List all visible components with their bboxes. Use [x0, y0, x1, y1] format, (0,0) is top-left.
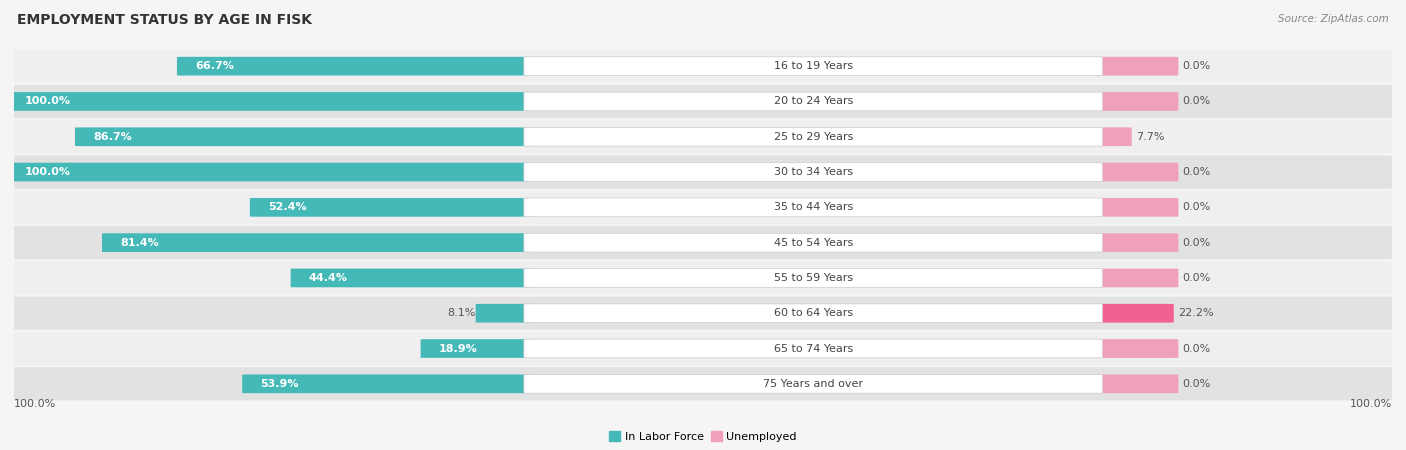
FancyBboxPatch shape: [1095, 374, 1178, 393]
FancyBboxPatch shape: [7, 92, 531, 111]
FancyBboxPatch shape: [7, 155, 1399, 189]
FancyBboxPatch shape: [524, 374, 1102, 393]
Text: 100.0%: 100.0%: [14, 399, 56, 409]
FancyBboxPatch shape: [524, 57, 1102, 76]
FancyBboxPatch shape: [524, 198, 1102, 217]
FancyBboxPatch shape: [242, 374, 531, 393]
Text: 86.7%: 86.7%: [93, 132, 132, 142]
FancyBboxPatch shape: [524, 304, 1102, 323]
FancyBboxPatch shape: [524, 92, 1102, 111]
Text: 0.0%: 0.0%: [1182, 61, 1211, 71]
Text: 30 to 34 Years: 30 to 34 Years: [773, 167, 853, 177]
FancyBboxPatch shape: [524, 269, 1102, 287]
Text: 45 to 54 Years: 45 to 54 Years: [773, 238, 853, 248]
Text: 53.9%: 53.9%: [260, 379, 298, 389]
Text: 8.1%: 8.1%: [447, 308, 475, 318]
Text: 52.4%: 52.4%: [267, 202, 307, 212]
FancyBboxPatch shape: [524, 127, 1102, 146]
Text: 65 to 74 Years: 65 to 74 Years: [773, 343, 853, 354]
FancyBboxPatch shape: [1095, 163, 1178, 181]
FancyBboxPatch shape: [524, 339, 1102, 358]
Text: Source: ZipAtlas.com: Source: ZipAtlas.com: [1278, 14, 1389, 23]
FancyBboxPatch shape: [1095, 304, 1174, 323]
FancyBboxPatch shape: [1095, 269, 1178, 287]
Text: 0.0%: 0.0%: [1182, 273, 1211, 283]
FancyBboxPatch shape: [250, 198, 531, 217]
Text: EMPLOYMENT STATUS BY AGE IN FISK: EMPLOYMENT STATUS BY AGE IN FISK: [17, 14, 312, 27]
FancyBboxPatch shape: [1095, 339, 1178, 358]
Text: 55 to 59 Years: 55 to 59 Years: [773, 273, 853, 283]
Text: 35 to 44 Years: 35 to 44 Years: [773, 202, 853, 212]
Text: 66.7%: 66.7%: [195, 61, 233, 71]
Text: 25 to 29 Years: 25 to 29 Years: [773, 132, 853, 142]
Text: 100.0%: 100.0%: [25, 96, 72, 107]
FancyBboxPatch shape: [1095, 127, 1132, 146]
FancyBboxPatch shape: [103, 233, 531, 252]
FancyBboxPatch shape: [524, 163, 1102, 181]
Text: 22.2%: 22.2%: [1178, 308, 1213, 318]
Text: 0.0%: 0.0%: [1182, 238, 1211, 248]
Text: 20 to 24 Years: 20 to 24 Years: [773, 96, 853, 107]
FancyBboxPatch shape: [1095, 198, 1178, 217]
Legend: In Labor Force, Unemployed: In Labor Force, Unemployed: [605, 427, 801, 446]
Text: 0.0%: 0.0%: [1182, 202, 1211, 212]
FancyBboxPatch shape: [75, 127, 531, 146]
Text: 0.0%: 0.0%: [1182, 167, 1211, 177]
FancyBboxPatch shape: [7, 367, 1399, 400]
FancyBboxPatch shape: [177, 57, 531, 76]
FancyBboxPatch shape: [7, 261, 1399, 295]
FancyBboxPatch shape: [7, 191, 1399, 224]
FancyBboxPatch shape: [7, 297, 1399, 330]
FancyBboxPatch shape: [420, 339, 531, 358]
FancyBboxPatch shape: [7, 226, 1399, 259]
FancyBboxPatch shape: [7, 120, 1399, 153]
Text: 0.0%: 0.0%: [1182, 96, 1211, 107]
Text: 100.0%: 100.0%: [25, 167, 72, 177]
Text: 7.7%: 7.7%: [1136, 132, 1164, 142]
FancyBboxPatch shape: [524, 233, 1102, 252]
FancyBboxPatch shape: [475, 304, 531, 323]
FancyBboxPatch shape: [1095, 233, 1178, 252]
Text: 18.9%: 18.9%: [439, 343, 477, 354]
FancyBboxPatch shape: [7, 332, 1399, 365]
FancyBboxPatch shape: [1095, 57, 1178, 76]
FancyBboxPatch shape: [291, 269, 531, 287]
Text: 60 to 64 Years: 60 to 64 Years: [773, 308, 853, 318]
FancyBboxPatch shape: [7, 163, 531, 181]
Text: 100.0%: 100.0%: [1350, 399, 1392, 409]
Text: 81.4%: 81.4%: [120, 238, 159, 248]
Text: 16 to 19 Years: 16 to 19 Years: [773, 61, 853, 71]
Text: 75 Years and over: 75 Years and over: [763, 379, 863, 389]
FancyBboxPatch shape: [1095, 92, 1178, 111]
Text: 0.0%: 0.0%: [1182, 343, 1211, 354]
FancyBboxPatch shape: [7, 50, 1399, 83]
Text: 0.0%: 0.0%: [1182, 379, 1211, 389]
FancyBboxPatch shape: [7, 85, 1399, 118]
Text: 44.4%: 44.4%: [308, 273, 347, 283]
